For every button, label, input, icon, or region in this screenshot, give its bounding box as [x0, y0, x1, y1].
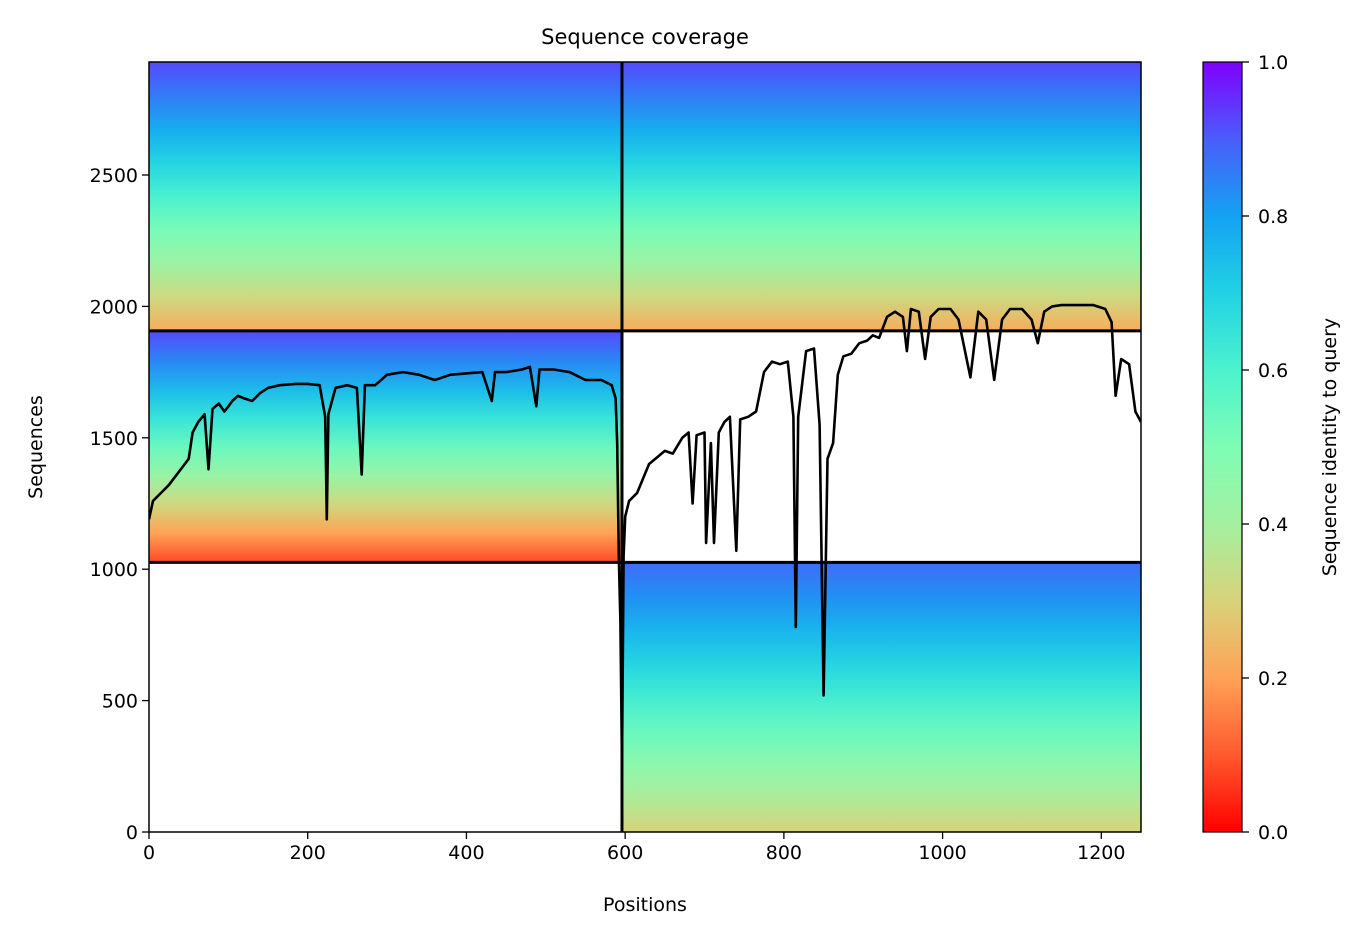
y-axis-label: Sequences — [25, 395, 47, 499]
y-tick-label: 2000 — [90, 296, 138, 318]
chart-title: Sequence coverage — [541, 25, 749, 49]
y-tick-label: 1000 — [90, 559, 138, 581]
colorbar-tick-label: 0.4 — [1258, 514, 1288, 536]
x-tick-label: 400 — [448, 842, 484, 864]
colorbar-tick-label: 0.8 — [1258, 206, 1288, 228]
colorbar — [1202, 61, 1243, 833]
colorbar-tick-label: 0.2 — [1258, 668, 1288, 690]
colorbar-tick-label: 0.6 — [1258, 360, 1288, 382]
x-tick-label: 1200 — [1077, 842, 1125, 864]
x-tick-label: 1000 — [918, 842, 966, 864]
coverage-line-layer — [149, 303, 1141, 766]
x-tick-label: 800 — [766, 842, 802, 864]
coverage-line — [149, 303, 1141, 766]
colorbar-ticks: 0.0 0.2 0.4 0.6 0.8 1.0 — [1242, 52, 1288, 844]
colorbar-tick-label: 1.0 — [1258, 52, 1288, 74]
plot-frame — [148, 61, 1142, 833]
msa-blocks — [149, 62, 1141, 832]
y-tick-label: 500 — [102, 691, 138, 713]
y-tick-label: 0 — [126, 822, 138, 844]
colorbar-label: Sequence identity to query — [1319, 318, 1341, 576]
y-tick-label: 2500 — [90, 165, 138, 187]
x-axis-label: Positions — [603, 894, 687, 916]
y-tick-label: 1500 — [90, 428, 138, 450]
msa-block-paired — [149, 62, 1141, 331]
msa-block-chain-2-only — [621, 562, 1141, 832]
colorbar-tick-label: 0.0 — [1258, 822, 1288, 844]
msa-block-chain-1-only — [149, 330, 622, 563]
x-tick-label: 600 — [607, 842, 643, 864]
x-axis-ticks: 0 200 400 600 800 1000 1200 — [143, 832, 1125, 864]
x-tick-label: 0 — [143, 842, 155, 864]
y-axis-ticks: 0 500 1000 1500 2000 2500 — [90, 165, 149, 844]
x-tick-label: 200 — [290, 842, 326, 864]
